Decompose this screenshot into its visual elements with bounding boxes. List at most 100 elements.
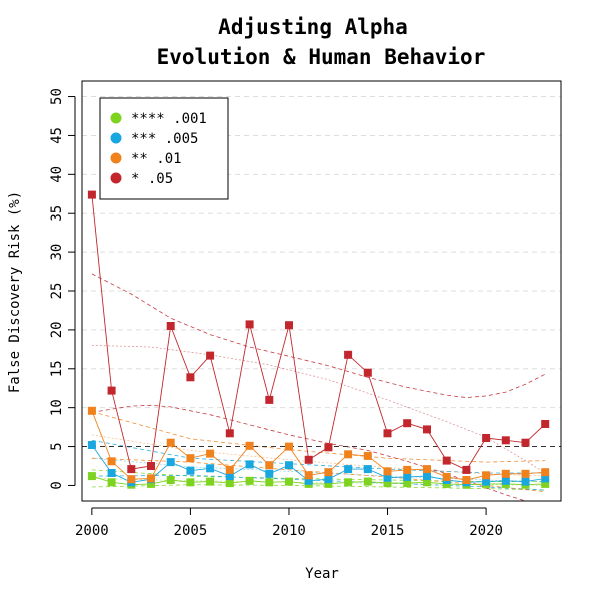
y-tick-label: 20	[49, 321, 65, 338]
data-point	[265, 395, 274, 404]
data-point	[186, 454, 195, 463]
data-point	[147, 479, 155, 488]
legend-label: **** .001	[131, 111, 207, 127]
data-point	[403, 479, 412, 488]
x-tick-label: 2015	[371, 523, 405, 539]
data-point	[127, 475, 136, 484]
data-point	[107, 457, 116, 466]
y-tick-label: 25	[49, 283, 65, 300]
data-point	[166, 438, 175, 447]
data-point	[383, 479, 392, 488]
y-tick-label: 40	[49, 166, 65, 183]
data-point	[363, 477, 372, 486]
data-point	[87, 406, 96, 415]
data-point	[166, 322, 175, 330]
series-points	[87, 190, 550, 489]
x-axis: 2000 2005 2010 2015 2020	[75, 507, 503, 539]
data-point	[344, 465, 353, 474]
data-point	[521, 477, 530, 486]
data-point	[423, 478, 431, 487]
data-point	[225, 429, 234, 438]
plot-frame	[81, 80, 562, 502]
data-point	[383, 473, 392, 482]
data-point	[265, 461, 274, 470]
data-point	[206, 449, 215, 458]
legend-label: * .05	[131, 171, 173, 187]
data-point	[383, 429, 392, 438]
data-point	[206, 464, 215, 473]
series-line	[91, 194, 546, 471]
data-point	[87, 441, 96, 449]
x-tick-label: 2000	[75, 523, 109, 539]
data-point	[166, 476, 175, 484]
series-line	[91, 444, 546, 483]
x-tick-label: 2005	[174, 523, 208, 539]
data-point	[245, 320, 254, 329]
data-point	[541, 474, 550, 483]
data-point	[403, 472, 412, 481]
data-point	[206, 351, 215, 360]
y-tick-label: 0	[49, 481, 65, 489]
data-point	[127, 465, 136, 474]
y-tick-label: 10	[49, 399, 65, 416]
data-point	[186, 466, 195, 475]
data-point	[107, 386, 116, 395]
data-point	[363, 451, 372, 460]
x-tick-label: 2010	[272, 523, 306, 539]
data-point	[344, 478, 353, 487]
data-point	[107, 469, 116, 477]
confidence-band-line	[91, 469, 546, 483]
data-point	[482, 477, 491, 486]
data-point	[363, 368, 372, 377]
y-tick-label: 5	[49, 442, 65, 450]
data-point	[482, 434, 491, 442]
data-point	[423, 465, 431, 474]
data-point	[285, 442, 293, 451]
data-point	[383, 467, 392, 476]
legend: **** .001 *** .005 ** .01 * .05	[99, 97, 229, 200]
confidence-band-line	[91, 439, 546, 474]
data-point	[107, 478, 116, 487]
data-point	[265, 469, 274, 478]
data-point	[344, 450, 353, 459]
chart-subtitle: Evolution & Human Behavior	[157, 45, 486, 69]
data-point	[501, 469, 510, 478]
data-point	[403, 419, 412, 428]
trend-line	[91, 478, 546, 486]
confidence-band-line	[91, 474, 546, 491]
data-point	[324, 468, 333, 477]
data-point	[462, 465, 471, 474]
y-tick-label: 35	[49, 205, 65, 222]
y-tick-label: 30	[49, 244, 65, 261]
data-point	[225, 465, 234, 474]
data-point	[186, 478, 195, 487]
data-point	[304, 476, 313, 485]
data-point	[423, 472, 431, 481]
data-point	[147, 462, 155, 470]
y-tick-label: 50	[49, 88, 65, 105]
data-point	[521, 469, 530, 478]
data-point	[225, 472, 234, 481]
chart-title: Adjusting Alpha	[218, 15, 408, 39]
data-point	[442, 472, 451, 481]
data-point	[324, 479, 333, 488]
data-point	[501, 436, 510, 445]
x-tick-label: 2020	[469, 523, 503, 539]
data-point	[482, 471, 491, 480]
data-point	[285, 321, 293, 330]
data-point	[363, 465, 372, 474]
confidence-band-line	[91, 457, 546, 493]
data-point	[245, 460, 254, 469]
data-point	[147, 474, 155, 483]
data-point	[541, 479, 550, 488]
confidence-band-line	[91, 273, 546, 399]
data-point	[245, 476, 254, 485]
confidence-band-line	[91, 411, 546, 463]
data-point	[462, 476, 471, 484]
legend-marker	[110, 172, 122, 184]
data-point	[206, 477, 215, 486]
data-point	[521, 438, 530, 447]
confidence-band-line	[91, 484, 546, 491]
data-point	[265, 478, 274, 487]
